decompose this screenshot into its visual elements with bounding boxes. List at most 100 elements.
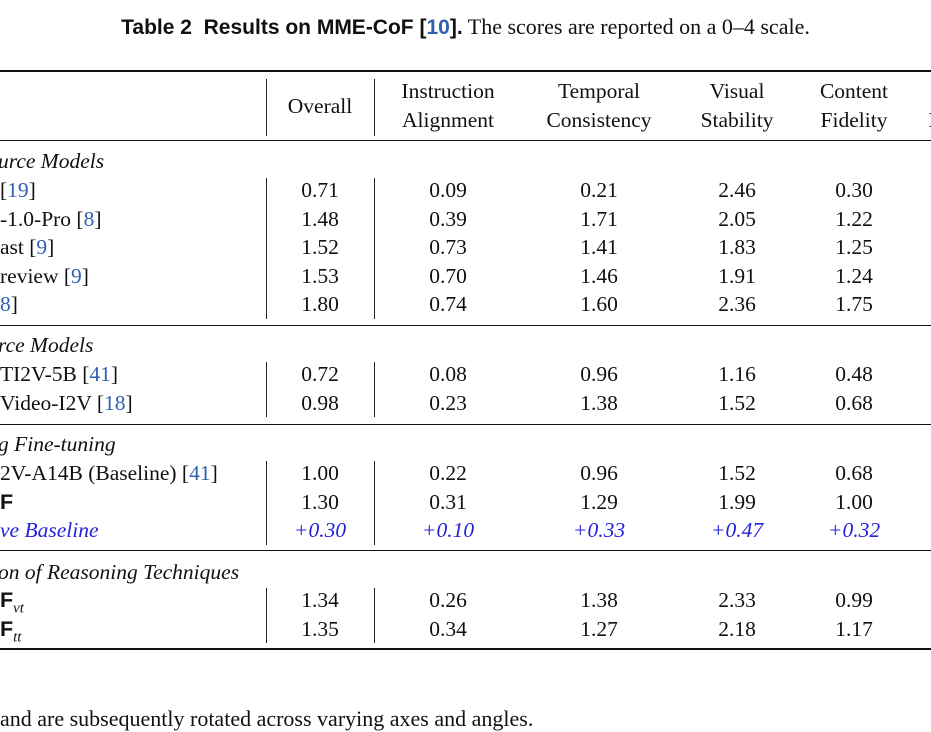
citation-link[interactable]: 18 — [104, 390, 126, 415]
table-cell: 1.60 — [580, 292, 618, 317]
group-rule-1 — [0, 325, 931, 326]
model-name: -1.0-Pro [8] — [0, 206, 102, 231]
table-cell: +0.33 — [572, 518, 626, 543]
table-cell: 1.27 — [580, 616, 618, 641]
header-instruction: Instruction Alignment — [401, 79, 495, 132]
group-rule-2 — [0, 424, 931, 425]
table-cell: 1.22 — [835, 206, 873, 231]
model-name: Fvt — [0, 588, 24, 617]
table-cell: 1.30 — [301, 489, 339, 514]
table-cell: 2.05 — [718, 206, 756, 231]
header-content: Content Fidelity — [819, 79, 889, 132]
table-cell: 1.35 — [301, 616, 339, 641]
header-vline-1 — [266, 79, 267, 136]
caption-label: Table 2 Results on MME-CoF [10]. — [121, 16, 463, 39]
table-cell: 2.46 — [718, 178, 756, 202]
table-cell: 1.91 — [718, 263, 756, 288]
table-cell: 1.75 — [835, 292, 873, 317]
table-cell: 1.24 — [835, 263, 873, 288]
table-cell: 1.16 — [718, 362, 756, 386]
group-vline-2 — [374, 461, 375, 545]
table-cell: +0.47 — [710, 518, 764, 543]
header-partial: I — [928, 106, 931, 135]
table-cell: 0.99 — [835, 588, 873, 612]
table-cell: 1.53 — [301, 263, 339, 288]
group-vline-1 — [266, 178, 267, 319]
header-temporal: Temporal Consistency — [546, 79, 652, 132]
citation-link[interactable]: 41 — [189, 461, 211, 485]
table-cell: +0.32 — [827, 518, 881, 543]
table-cell: 2.33 — [718, 588, 756, 612]
table-cell: 0.68 — [835, 390, 873, 415]
group-vline-1 — [266, 362, 267, 418]
table-cell: +0.10 — [421, 518, 475, 543]
table-cell: 0.30 — [835, 178, 873, 202]
table-cell: 0.74 — [429, 292, 467, 317]
table-cell: 1.83 — [718, 235, 756, 260]
model-name: review [9] — [0, 263, 89, 288]
table-cell: 1.71 — [580, 206, 618, 231]
table-cell: 1.99 — [718, 489, 756, 514]
model-name: Video-I2V [18] — [0, 390, 133, 415]
group-vline-1 — [266, 588, 267, 644]
group-vline-1 — [266, 461, 267, 545]
header-rule — [0, 140, 931, 141]
table-cell: 1.52 — [718, 461, 756, 485]
citation-link[interactable]: 8 — [83, 206, 95, 231]
table-cell: 0.21 — [580, 178, 618, 202]
table-cell: 1.48 — [301, 206, 339, 231]
header-visual: Visual Stability — [700, 79, 774, 132]
model-name: ast [9] — [0, 235, 55, 260]
top-rule — [0, 70, 931, 72]
caption-text: The scores are reported on a 0–4 scale. — [467, 14, 810, 39]
model-name: 2V-A14B (Baseline) [41] — [0, 461, 218, 485]
table-cell: 2.36 — [718, 292, 756, 317]
group-vline-2 — [374, 178, 375, 319]
header-overall: Overall — [287, 94, 353, 118]
caption-cite[interactable]: 10 — [426, 16, 450, 39]
table-caption: Table 2 Results on MME-CoF [10]. The sco… — [0, 14, 931, 40]
group-vline-2 — [374, 362, 375, 418]
table-cell: 0.39 — [429, 206, 467, 231]
table-cell: 0.72 — [301, 362, 339, 386]
model-name: ve Baseline — [0, 518, 99, 543]
table-cell: 0.71 — [301, 178, 339, 202]
table-cell: 0.26 — [429, 588, 467, 612]
group-title: rce Models — [0, 333, 94, 357]
table-cell: 2.18 — [718, 616, 756, 641]
table-cell: 0.96 — [580, 461, 618, 485]
table-cell: 1.25 — [835, 235, 873, 260]
citation-link[interactable]: 41 — [89, 362, 111, 386]
table-cell: 1.29 — [580, 489, 618, 514]
model-name: 8] — [0, 292, 18, 317]
table-cell: 0.68 — [835, 461, 873, 485]
table-cell: 0.08 — [429, 362, 467, 386]
model-name: [19] — [0, 178, 36, 202]
table-cell: 0.96 — [580, 362, 618, 386]
citation-link[interactable]: 19 — [7, 178, 29, 202]
model-name: Ftt — [0, 616, 22, 645]
group-title: g Fine-tuning — [0, 432, 116, 456]
table-cell: 0.23 — [429, 390, 467, 415]
table-cell: 0.73 — [429, 235, 467, 260]
citation-link[interactable]: 9 — [71, 263, 82, 288]
table-cell: 1.00 — [301, 461, 339, 485]
table-cell: 0.22 — [429, 461, 467, 485]
header-vline-2 — [374, 79, 375, 136]
table-cell: 1.17 — [835, 616, 873, 641]
table-cell: 0.31 — [429, 489, 467, 514]
table-cell: 0.34 — [429, 616, 467, 641]
table-cell: 1.00 — [835, 489, 873, 514]
table-cell: 1.38 — [580, 588, 618, 612]
table-cell: 0.48 — [835, 362, 873, 386]
table-cell: 1.46 — [580, 263, 618, 288]
table-cell: 1.80 — [301, 292, 339, 317]
table-cell: 1.41 — [580, 235, 618, 260]
table-cell: 1.52 — [718, 390, 756, 415]
citation-link[interactable]: 8 — [0, 292, 11, 317]
citation-link[interactable]: 9 — [36, 235, 48, 260]
group-rule-3 — [0, 550, 931, 551]
table-cell: 0.98 — [301, 390, 339, 415]
body-text: and are subsequently rotated across vary… — [0, 706, 534, 731]
group-title: on of Reasoning Techniques — [0, 560, 240, 584]
